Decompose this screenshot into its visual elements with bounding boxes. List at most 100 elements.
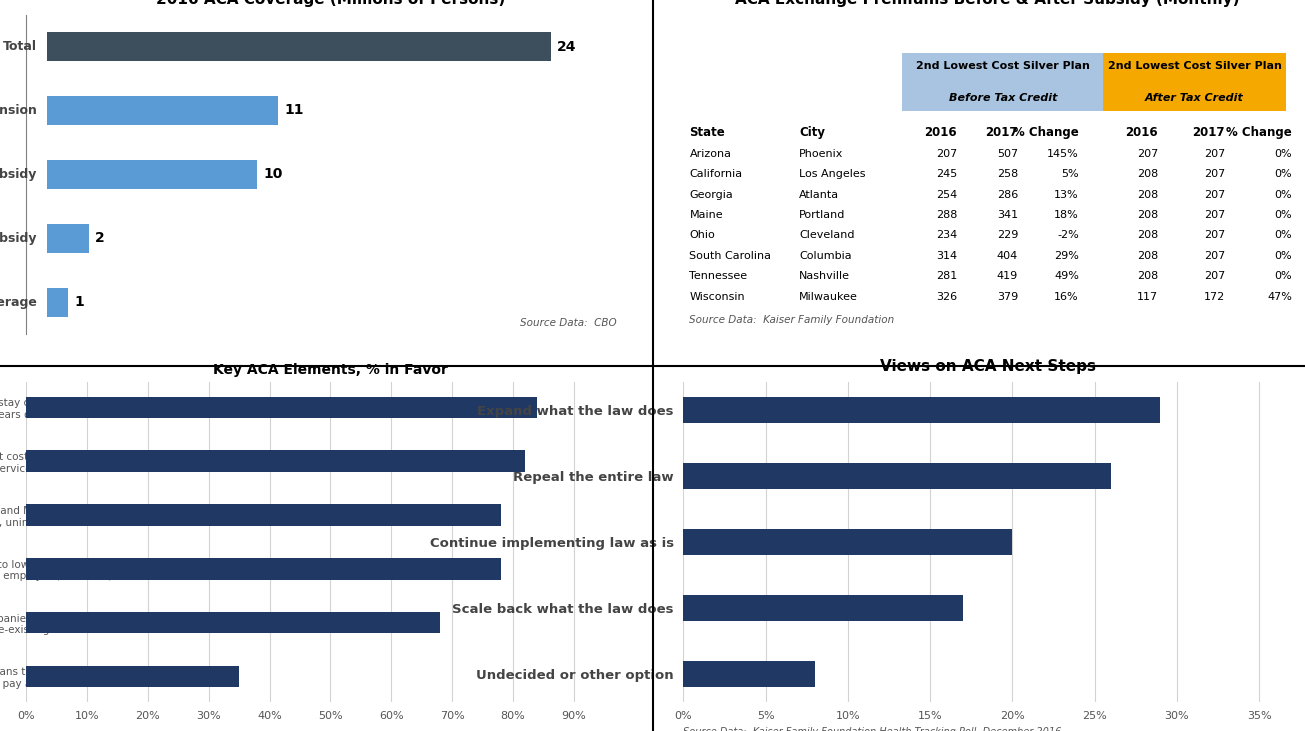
Text: 258: 258	[997, 169, 1018, 179]
Text: City: City	[799, 126, 825, 140]
Text: 341: 341	[997, 210, 1018, 220]
Text: Total: Total	[3, 40, 37, 53]
Text: Before Tax Credit: Before Tax Credit	[949, 93, 1057, 103]
Text: 2nd Lowest Cost Silver Plan: 2nd Lowest Cost Silver Plan	[1108, 61, 1282, 71]
Bar	[684, 661, 814, 687]
Text: Arizona: Arizona	[689, 148, 732, 159]
Text: 314: 314	[936, 251, 958, 261]
Text: 16%: 16%	[1054, 292, 1079, 302]
Text: Georgia: Georgia	[689, 189, 733, 200]
Text: 245: 245	[936, 169, 958, 179]
Text: 229: 229	[997, 230, 1018, 240]
Text: 0%: 0%	[1274, 148, 1292, 159]
Text: 326: 326	[936, 292, 958, 302]
Text: 207: 207	[1203, 251, 1225, 261]
Text: State: State	[689, 126, 726, 140]
Text: 11: 11	[284, 104, 304, 118]
Text: 172: 172	[1203, 292, 1225, 302]
Text: 207: 207	[1203, 271, 1225, 281]
Text: 286: 286	[997, 189, 1018, 200]
Text: Other coverage: Other coverage	[0, 296, 37, 308]
Text: % Change: % Change	[1227, 126, 1292, 140]
Text: 18%: 18%	[1054, 210, 1079, 220]
Text: 2016: 2016	[1125, 126, 1158, 140]
Text: After Tax Credit: After Tax Credit	[1146, 93, 1244, 103]
Text: 419: 419	[997, 271, 1018, 281]
Text: 207: 207	[1203, 169, 1225, 179]
Title: 2016 ACA Coverage (Millions of Persons): 2016 ACA Coverage (Millions of Persons)	[155, 0, 505, 7]
Text: Cleveland: Cleveland	[799, 230, 855, 240]
Bar	[684, 595, 963, 621]
Text: Exchange / Receive Subsidy: Exchange / Receive Subsidy	[0, 168, 37, 181]
Text: 207: 207	[1203, 230, 1225, 240]
Text: 208: 208	[1137, 230, 1158, 240]
Text: Portland: Portland	[799, 210, 846, 220]
Text: 208: 208	[1137, 251, 1158, 261]
Text: Phoenix: Phoenix	[799, 148, 843, 159]
Text: 2016: 2016	[925, 126, 958, 140]
Text: 208: 208	[1137, 189, 1158, 200]
Text: 1: 1	[74, 295, 84, 309]
Text: 13%: 13%	[1054, 189, 1079, 200]
Text: Nashville: Nashville	[799, 271, 850, 281]
Text: 207: 207	[1203, 148, 1225, 159]
Text: Columbia: Columbia	[799, 251, 852, 261]
Bar	[47, 32, 551, 61]
Title: Views on ACA Next Steps: Views on ACA Next Steps	[880, 359, 1096, 374]
Title: Key ACA Elements, % in Favor: Key ACA Elements, % in Favor	[213, 363, 448, 376]
Text: 0%: 0%	[1274, 251, 1292, 261]
Text: 10: 10	[264, 167, 283, 181]
Bar	[26, 666, 239, 687]
Bar	[684, 397, 1160, 423]
Text: Source Data:  Kaiser Family Foundation Health Tracking Poll, December 2016: Source Data: Kaiser Family Foundation He…	[684, 727, 1062, 731]
Bar	[26, 397, 538, 418]
Text: 47%: 47%	[1267, 292, 1292, 302]
Bar	[684, 529, 1013, 555]
Text: % Change: % Change	[1013, 126, 1079, 140]
Text: Tennessee: Tennessee	[689, 271, 748, 281]
Text: 254: 254	[936, 189, 958, 200]
Text: 0%: 0%	[1274, 169, 1292, 179]
Bar	[903, 53, 1103, 110]
Bar	[26, 558, 501, 580]
Title: ACA Exchange Premiums Before & After Subsidy (Monthly): ACA Exchange Premiums Before & After Sub…	[736, 0, 1240, 7]
Text: 207: 207	[936, 148, 958, 159]
Text: 0%: 0%	[1274, 210, 1292, 220]
Text: Maine: Maine	[689, 210, 723, 220]
Text: 49%: 49%	[1054, 271, 1079, 281]
Text: 0%: 0%	[1274, 271, 1292, 281]
Text: 208: 208	[1137, 169, 1158, 179]
Text: 288: 288	[936, 210, 958, 220]
Bar	[26, 612, 440, 634]
Text: 207: 207	[1137, 148, 1158, 159]
Text: 379: 379	[997, 292, 1018, 302]
Text: Ohio: Ohio	[689, 230, 715, 240]
Bar	[26, 450, 525, 472]
Text: Wisconsin: Wisconsin	[689, 292, 745, 302]
Text: 2nd Lowest Cost Silver Plan: 2nd Lowest Cost Silver Plan	[916, 61, 1090, 71]
Text: 145%: 145%	[1047, 148, 1079, 159]
Bar	[47, 288, 68, 317]
Bar	[47, 224, 89, 253]
Text: 207: 207	[1203, 210, 1225, 220]
Bar	[26, 504, 501, 526]
Text: 0%: 0%	[1274, 230, 1292, 240]
Text: Source Data:  CBO: Source Data: CBO	[519, 318, 616, 327]
Text: Medicaid Extension: Medicaid Extension	[0, 104, 37, 117]
Bar	[47, 160, 257, 189]
Text: 117: 117	[1137, 292, 1158, 302]
Text: 2017: 2017	[985, 126, 1018, 140]
Text: 507: 507	[997, 148, 1018, 159]
Text: 24: 24	[557, 39, 577, 53]
Text: -2%: -2%	[1057, 230, 1079, 240]
Text: Milwaukee: Milwaukee	[799, 292, 857, 302]
Text: 2017: 2017	[1193, 126, 1225, 140]
Text: 234: 234	[936, 230, 958, 240]
Text: 5%: 5%	[1061, 169, 1079, 179]
Bar	[1103, 53, 1285, 110]
Text: Exchange / No Subsidy: Exchange / No Subsidy	[0, 232, 37, 245]
Text: Los Angeles: Los Angeles	[799, 169, 865, 179]
Text: California: California	[689, 169, 743, 179]
Text: Source Data:  Kaiser Family Foundation: Source Data: Kaiser Family Foundation	[689, 314, 895, 325]
Text: South Carolina: South Carolina	[689, 251, 771, 261]
